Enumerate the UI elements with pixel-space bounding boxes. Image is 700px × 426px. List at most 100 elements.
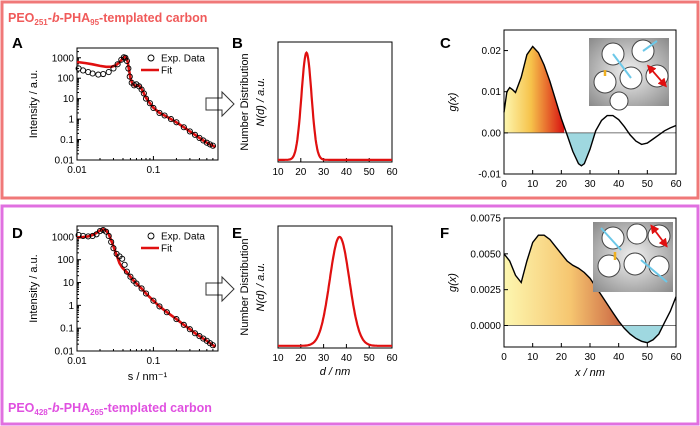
exp-data-point <box>75 232 82 239</box>
exp-data-point <box>121 261 128 268</box>
exp-data-point <box>110 65 117 72</box>
panel-f-correlation: F 0 10 20 30 40 50 60 0.0000 0.0025 0.0050 0.0075 g(… <box>440 214 682 380</box>
y-axis-label-2: N(d) / a.u. <box>255 263 267 312</box>
exp-data-point <box>133 280 140 287</box>
exp-data-point <box>203 139 210 146</box>
legend-fit-label: Fit <box>161 66 172 77</box>
exp-data-point <box>126 73 133 80</box>
exp-data-point <box>110 245 117 252</box>
panel-letter: B <box>232 35 243 52</box>
exp-data-point <box>156 109 163 116</box>
x-axis-label: s / nm⁻¹ <box>128 371 168 383</box>
y-tick-label: 1 <box>68 301 74 312</box>
y-tick-label: 10 <box>63 278 75 289</box>
exp-data-point <box>156 303 163 310</box>
exp-data-point <box>180 124 187 131</box>
arrow-d-to-e-icon <box>205 275 235 303</box>
top-sample-frame <box>0 0 700 200</box>
exp-data-point <box>161 112 168 119</box>
exp-data-point <box>140 90 147 97</box>
distribution-curve <box>278 235 392 347</box>
x-tick-label: 0.01 <box>67 356 87 367</box>
exp-data-point <box>163 309 170 316</box>
exp-data-point <box>180 321 187 328</box>
y-tick-label: 1000 <box>52 232 75 243</box>
x-tick-label: 20 <box>556 179 568 190</box>
x-tick-label: 40 <box>341 353 353 364</box>
exp-data-point <box>93 231 100 238</box>
exp-data-point <box>173 316 180 323</box>
exp-data-point <box>105 232 112 239</box>
exp-data-point <box>206 141 214 148</box>
distribution-curve <box>278 51 392 161</box>
plot-frame <box>76 47 219 161</box>
exp-data-point <box>123 268 130 275</box>
x-tick-label: 30 <box>318 353 330 364</box>
x-tick-label: 50 <box>364 167 376 178</box>
exp-data-point <box>114 61 121 68</box>
y-axis-label: g(x) <box>447 92 459 111</box>
exp-data-point <box>125 65 132 72</box>
exp-data-point <box>123 57 130 64</box>
positive-area-fill <box>504 46 565 133</box>
legend-exp-label: Exp. Data <box>161 232 205 243</box>
y-axis-label: Number Distribution <box>239 238 251 335</box>
exp-data-point <box>138 285 145 292</box>
y-tick-label: 0.1 <box>60 324 74 335</box>
exp-data-point <box>191 131 199 138</box>
x-tick-label: 0.1 <box>146 356 160 367</box>
y-tick-label: 0.1 <box>60 135 74 146</box>
bottom-sample-frame <box>0 204 700 426</box>
x-tick-label: 30 <box>318 167 330 178</box>
x-tick-label: 0.01 <box>67 165 87 176</box>
negative-area-fill <box>564 132 599 166</box>
y-tick-label: -0.01 <box>478 170 501 181</box>
exp-data-point <box>142 95 150 102</box>
x-tick-label: 10 <box>527 179 539 190</box>
legend-exp-marker <box>147 54 155 62</box>
exp-data-point <box>80 67 87 74</box>
y-tick-label: 0.00 <box>482 128 502 139</box>
exp-data-point <box>89 232 96 239</box>
x-tick-label: 60 <box>670 179 682 190</box>
exp-data-point <box>85 233 92 240</box>
x-tick-label: 40 <box>613 179 625 190</box>
y-tick-label: 100 <box>57 255 74 266</box>
x-tick-label: 50 <box>364 353 376 364</box>
top-sample-label: PEO251-b-PHA95-templated carbon <box>8 11 207 27</box>
y-axis-label: Intensity / a.u. <box>28 70 40 138</box>
legend-exp-marker <box>147 232 155 240</box>
y-tick-label: 0.01 <box>55 156 75 167</box>
x-tick-label: 10 <box>272 353 284 364</box>
y-axis-label: g(x) <box>447 273 459 292</box>
x-tick-label: 0 <box>501 179 507 190</box>
exp-data-point <box>119 255 126 262</box>
exp-data-point <box>209 142 216 149</box>
exp-data-point <box>127 273 134 280</box>
exp-data-point <box>100 226 107 234</box>
exp-data-point <box>105 68 112 76</box>
y-tick-label: 10 <box>63 94 75 105</box>
plot-frame <box>277 41 393 163</box>
x-tick-label: 20 <box>556 352 568 363</box>
exp-data-point <box>191 330 199 337</box>
y-tick-label: 1000 <box>52 53 75 64</box>
exp-data-point <box>108 238 115 246</box>
pore-model-inset-icon <box>593 222 673 292</box>
arrow-a-to-b-icon <box>205 90 235 118</box>
x-tick-label: 50 <box>642 179 654 190</box>
y-tick-label: 0.01 <box>55 347 75 358</box>
exp-data-point <box>96 228 104 235</box>
exp-data-point <box>150 297 157 304</box>
exp-data-point <box>122 54 129 61</box>
exp-data-point <box>186 326 193 333</box>
x-tick-label: 40 <box>341 167 353 178</box>
exp-data-point <box>95 71 102 78</box>
panel-letter: C <box>440 35 451 52</box>
x-tick-label: 60 <box>670 352 682 363</box>
x-tick-label: 0.1 <box>146 165 160 176</box>
x-tick-label: 60 <box>386 167 398 178</box>
